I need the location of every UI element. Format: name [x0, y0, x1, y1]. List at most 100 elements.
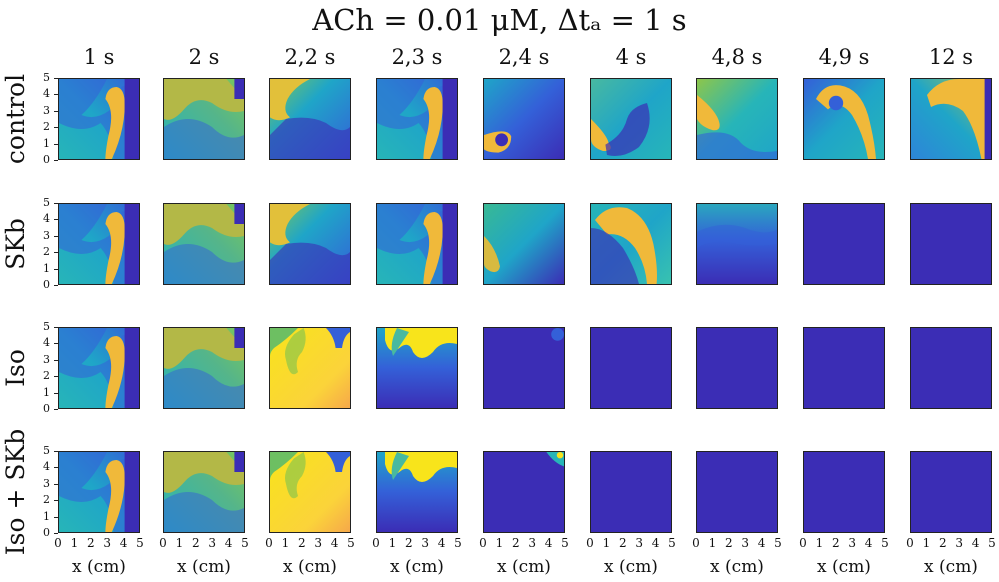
x-tick-label: 5 — [774, 536, 782, 550]
y-tick-label: 0 — [43, 153, 50, 166]
y-axis-ticks: 0 1 2 3 4 5 — [38, 445, 58, 539]
x-tick-label: 2 — [618, 536, 627, 550]
y-tick-label: 4 — [43, 87, 50, 101]
membrane-potential-map — [591, 204, 671, 284]
membrane-potential-map — [270, 204, 350, 284]
refractory-region — [285, 328, 306, 375]
x-tick-label: 3 — [208, 536, 217, 550]
wavefront — [164, 79, 244, 120]
membrane-potential-map — [697, 328, 777, 408]
x-axis-label: x (cm) — [283, 557, 337, 577]
membrane-potential-map — [484, 79, 564, 159]
wavefront — [164, 204, 244, 245]
membrane-potential-map — [697, 452, 777, 532]
resting-region — [442, 79, 457, 159]
tissue-background — [484, 452, 564, 532]
y-tick-mark — [54, 219, 58, 221]
heatmap-panel — [910, 451, 992, 533]
x-axis-label: x (cm) — [72, 557, 126, 577]
heatmap-panel — [376, 78, 458, 160]
membrane-potential-map — [377, 79, 457, 159]
x-tick-label: 3 — [314, 536, 323, 550]
column-title: 2,4 s — [498, 45, 550, 69]
x-tick-label: 4 — [757, 536, 766, 550]
wavefront — [423, 212, 443, 284]
x-tick-label: 2 — [831, 536, 840, 550]
x-tick-label: 2 — [724, 536, 733, 550]
membrane-potential-map — [484, 452, 564, 532]
x-tick-label: 0 — [372, 536, 380, 550]
x-axis-label: x (cm) — [177, 557, 231, 577]
heatmap-panel — [590, 327, 672, 409]
y-tick-mark — [54, 483, 58, 485]
y-tick-mark — [54, 500, 58, 502]
refractory-region — [326, 452, 350, 472]
row-label: Iso + SKb — [1, 428, 30, 556]
x-tick-label: 0 — [159, 536, 167, 550]
heatmap-panel — [803, 203, 885, 285]
tissue-background — [484, 204, 564, 284]
x-tick-label: 1 — [70, 536, 79, 550]
x-tick-label: 3 — [848, 536, 857, 550]
refractory-region — [326, 328, 350, 348]
x-axis-label: x (cm) — [604, 557, 658, 577]
heatmap-panel — [803, 451, 885, 533]
heatmap-panel — [910, 327, 992, 409]
membrane-potential-map — [59, 204, 139, 284]
membrane-potential-map — [804, 452, 884, 532]
refractory-region — [391, 452, 409, 480]
spiral-core — [828, 95, 844, 111]
x-tick-label: 0 — [799, 536, 807, 550]
x-tick-label: 3 — [635, 536, 644, 550]
y-tick-mark — [54, 359, 58, 361]
membrane-potential-map — [270, 328, 350, 408]
resting-region — [234, 204, 244, 224]
heatmap-panel — [590, 78, 672, 160]
x-tick-label: 0 — [692, 536, 700, 550]
tissue-background — [911, 328, 991, 408]
heatmap-panel — [376, 451, 458, 533]
tissue-background — [697, 452, 777, 532]
y-tick-mark — [54, 392, 58, 394]
x-tick-label: 3 — [421, 536, 430, 550]
y-tick-label: 1 — [43, 136, 50, 150]
x-tick-label: 0 — [54, 536, 62, 550]
heatmap-panel — [376, 327, 458, 409]
x-tick-label: 1 — [815, 536, 824, 550]
y-tick-label: 0 — [43, 402, 50, 415]
refractory-region — [164, 244, 244, 284]
x-tick-label: 0 — [906, 536, 914, 550]
x-tick-label: 4 — [437, 536, 446, 550]
y-tick-label: 1 — [43, 509, 50, 523]
x-tick-label: 4 — [651, 536, 660, 550]
refractory-region — [605, 103, 650, 156]
y-tick-label: 2 — [43, 245, 50, 259]
x-tick-label: 1 — [708, 536, 717, 550]
x-tick-label: 2 — [404, 536, 413, 550]
x-tick-label: 1 — [602, 536, 611, 550]
heatmap-panel — [163, 327, 245, 409]
tissue-background — [804, 328, 884, 408]
resting-region — [124, 452, 139, 532]
wavefront — [697, 95, 720, 131]
y-tick-mark — [54, 94, 58, 96]
y-tick-label: 1 — [43, 385, 50, 399]
column-title: 4 s — [615, 45, 647, 69]
x-tick-label: 5 — [881, 536, 889, 550]
membrane-potential-map — [591, 452, 671, 532]
membrane-potential-map — [804, 328, 884, 408]
tissue-background — [804, 452, 884, 532]
resting-region — [124, 328, 139, 408]
y-tick-mark — [54, 110, 58, 112]
refractory-region — [270, 242, 350, 284]
membrane-potential-map — [911, 328, 991, 408]
y-tick-label: 2 — [43, 120, 50, 134]
y-axis-ticks: 0 1 2 3 4 5 — [38, 72, 58, 166]
membrane-potential-map — [804, 79, 884, 159]
x-tick-label: 4 — [864, 536, 873, 550]
membrane-potential-map — [59, 328, 139, 408]
x-tick-label: 5 — [988, 536, 996, 550]
y-tick-mark — [54, 327, 58, 328]
